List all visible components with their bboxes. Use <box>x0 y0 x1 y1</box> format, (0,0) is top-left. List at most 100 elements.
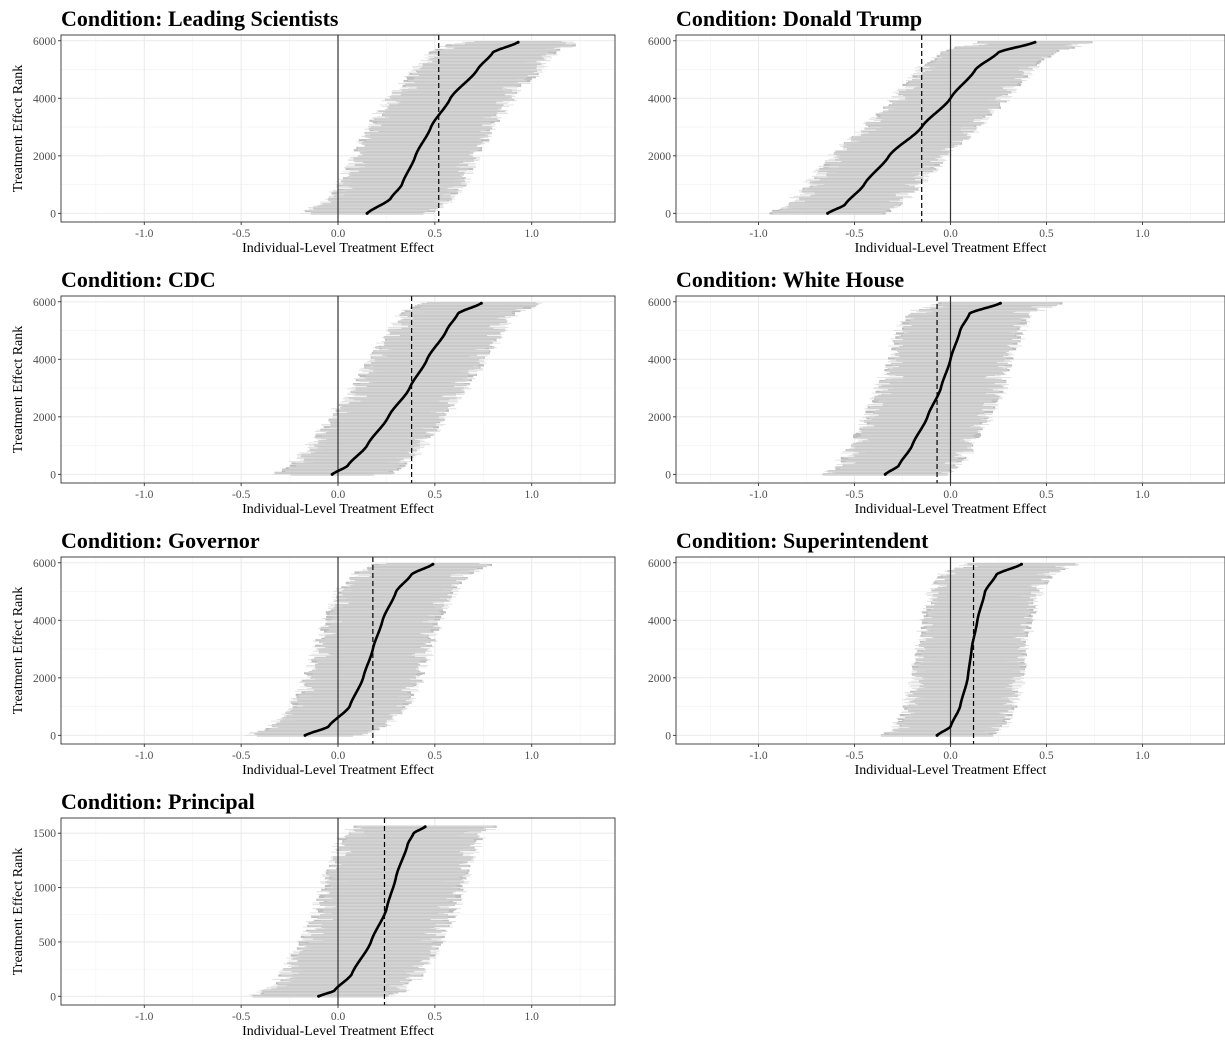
x-tick-label: 1.0 <box>525 228 540 240</box>
y-tick-label: 4000 <box>648 93 671 105</box>
panel-5: Condition: Governor -1.0 -0.5 0.0 0.5 1.0 0 200… <box>11 528 616 778</box>
y-tick-label: 2000 <box>33 673 56 685</box>
curve-start-point <box>883 472 887 476</box>
x-tick-label: -0.5 <box>232 489 250 501</box>
y-tick-label: 4000 <box>33 354 56 366</box>
x-axis-label: Individual-Level Treatment Effect <box>855 763 1047 778</box>
curve-start-point <box>303 733 307 737</box>
x-tick-label: 0.0 <box>331 750 346 762</box>
x-axis-label: Individual-Level Treatment Effect <box>242 502 434 517</box>
x-tick-label: 0.5 <box>1039 489 1054 501</box>
curve-start-point <box>365 211 369 215</box>
point-estimate-curve <box>883 301 1002 476</box>
y-tick-label: 2000 <box>648 151 671 163</box>
x-tick-label: -1.0 <box>749 750 767 762</box>
y-axis-label: Treatment Effect Rank <box>11 587 26 715</box>
y-tick-label: 4000 <box>33 615 56 627</box>
curve-start-point <box>317 994 321 998</box>
x-tick-label: 0.5 <box>428 1011 443 1023</box>
y-tick-label: 6000 <box>648 558 671 570</box>
panel-3: Condition: CDC -1.0 -0.5 0.0 0.5 1.0 0 2000 4000… <box>11 267 616 517</box>
y-tick-label: 2000 <box>33 412 56 424</box>
point-estimate-curve <box>365 40 520 215</box>
panel-7: Condition: Principal -1.0 -0.5 0.0 0.5 1.0 0 50… <box>11 789 616 1039</box>
curve-start-point <box>330 472 334 476</box>
y-tick-label: 500 <box>39 937 57 949</box>
x-axis-label: Individual-Level Treatment Effect <box>855 502 1047 517</box>
curve-end-point <box>423 825 427 829</box>
panel-title: Condition: Governor <box>61 528 260 553</box>
point-estimate-curve <box>935 562 1023 737</box>
panel-title: Condition: White House <box>676 267 904 292</box>
y-tick-label: 1000 <box>33 883 56 895</box>
x-tick-label: 1.0 <box>525 489 540 501</box>
x-tick-label: -0.5 <box>232 228 250 240</box>
x-tick-label: 0.0 <box>331 228 346 240</box>
x-tick-label: 0.5 <box>1039 228 1054 240</box>
y-tick-label: 6000 <box>33 297 56 309</box>
curve-end-point <box>1033 40 1037 44</box>
y-tick-label: 0 <box>50 730 56 742</box>
curve-start-point <box>935 733 939 737</box>
y-tick-label: 2000 <box>648 673 671 685</box>
x-tick-label: 0.5 <box>1039 750 1054 762</box>
y-tick-label: 0 <box>50 991 56 1003</box>
y-tick-label: 6000 <box>648 36 671 48</box>
y-tick-label: 6000 <box>33 36 56 48</box>
x-tick-label: -1.0 <box>135 1011 153 1023</box>
x-tick-label: -0.5 <box>232 1011 250 1023</box>
y-tick-label: 0 <box>50 208 56 220</box>
x-tick-label: -1.0 <box>135 489 153 501</box>
curve-end-point <box>516 40 520 44</box>
x-tick-label: -0.5 <box>845 750 863 762</box>
curve-end-point <box>1020 562 1024 566</box>
panel-title: Condition: Donald Trump <box>676 6 922 31</box>
x-tick-label: -0.5 <box>232 750 250 762</box>
x-tick-label: 0.5 <box>428 489 443 501</box>
point-estimate-curve <box>317 825 427 998</box>
curve-start-point <box>826 211 830 215</box>
y-tick-label: 0 <box>665 469 671 481</box>
panel-2: Condition: Donald Trump -1.0 -0.5 0.0 0.5 1.0… <box>648 6 1225 256</box>
x-tick-label: 0.0 <box>943 228 958 240</box>
panel-1: Condition: Leading Scientists -1.0 -0.5 0.0… <box>11 6 616 256</box>
y-tick-label: 0 <box>665 208 671 220</box>
panel-6: Condition: Superintendent -1.0 -0.5 0.0 0.5 1… <box>648 528 1225 778</box>
curve-end-point <box>998 301 1002 305</box>
x-axis-label: Individual-Level Treatment Effect <box>242 241 434 256</box>
y-axis-label: Treatment Effect Rank <box>11 326 26 454</box>
x-tick-label: 0.0 <box>331 489 346 501</box>
y-tick-label: 0 <box>665 730 671 742</box>
point-estimate-curve <box>826 40 1037 215</box>
x-tick-label: -1.0 <box>135 750 153 762</box>
x-tick-label: 1.0 <box>525 1011 540 1023</box>
x-tick-label: -1.0 <box>135 228 153 240</box>
y-tick-label: 6000 <box>648 297 671 309</box>
x-axis-label: Individual-Level Treatment Effect <box>242 1024 434 1039</box>
point-estimate-curve <box>330 301 483 476</box>
y-axis-label: Treatment Effect Rank <box>11 848 26 976</box>
x-tick-label: -1.0 <box>749 228 767 240</box>
x-tick-label: 0.5 <box>428 228 443 240</box>
y-tick-label: 4000 <box>648 615 671 627</box>
curve-end-point <box>479 301 483 305</box>
y-tick-label: 1500 <box>33 828 56 840</box>
x-tick-label: 0.5 <box>428 750 443 762</box>
x-tick-label: -0.5 <box>845 228 863 240</box>
x-tick-label: 0.0 <box>943 489 958 501</box>
x-tick-label: 1.0 <box>1135 228 1150 240</box>
panel-4: Condition: White House -1.0 -0.5 0.0 0.5 1.0 0… <box>648 267 1225 517</box>
y-tick-label: 4000 <box>33 93 56 105</box>
y-tick-label: 2000 <box>648 412 671 424</box>
x-tick-label: 0.0 <box>331 1011 346 1023</box>
point-estimate-curve <box>303 562 435 737</box>
x-tick-label: 0.0 <box>943 750 958 762</box>
x-tick-label: 1.0 <box>1135 750 1150 762</box>
x-axis-label: Individual-Level Treatment Effect <box>855 241 1047 256</box>
x-tick-label: 1.0 <box>525 750 540 762</box>
panel-title: Condition: Superintendent <box>676 528 929 553</box>
panel-title: Condition: Principal <box>61 789 255 814</box>
y-tick-label: 4000 <box>648 354 671 366</box>
panel-title: Condition: CDC <box>61 267 216 292</box>
